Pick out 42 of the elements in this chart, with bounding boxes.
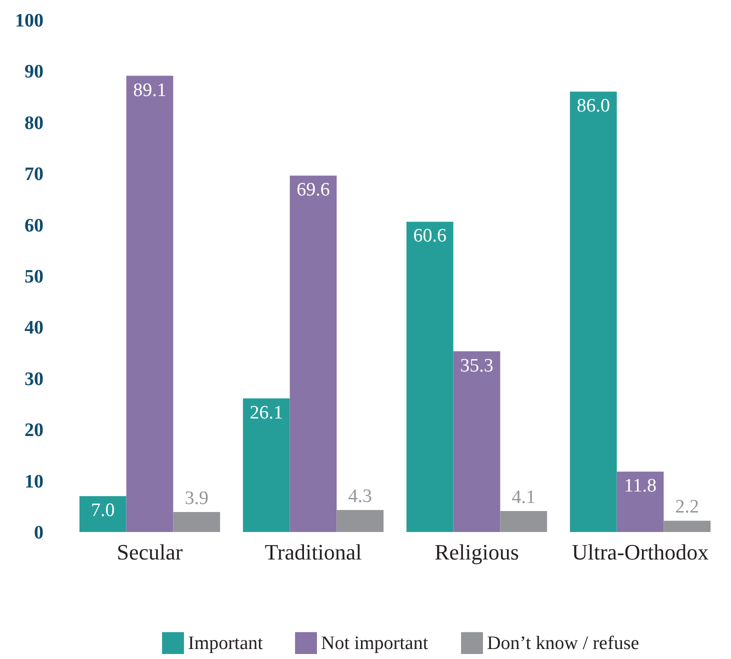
x-tick-label: Religious: [434, 540, 519, 564]
y-tick-label: 60: [24, 215, 44, 236]
bar: [336, 510, 384, 532]
legend-label: Important: [188, 633, 264, 654]
data-label: 11.8: [624, 476, 657, 497]
bar: [126, 76, 174, 532]
data-label: 35.3: [460, 355, 494, 376]
bar: [173, 512, 220, 532]
bar: [453, 351, 500, 532]
y-tick-label: 50: [24, 266, 44, 288]
bar: [290, 176, 337, 532]
y-tick-label: 70: [24, 164, 44, 186]
y-tick-label: 100: [15, 10, 44, 32]
x-tick-label: Traditional: [264, 540, 362, 564]
bar: [616, 472, 664, 532]
data-label: 26.1: [250, 402, 284, 424]
y-tick-label: 20: [24, 420, 44, 442]
data-label: 89.1: [133, 80, 166, 101]
y-tick-label: 30: [24, 368, 44, 390]
x-tick-label: Secular: [116, 540, 184, 564]
bar: [500, 511, 548, 532]
data-label: 3.9: [184, 488, 208, 510]
data-label: 4.1: [512, 487, 536, 508]
y-tick-label: 0: [34, 522, 44, 544]
x-tick-label: Ultra-Orthodox: [572, 540, 709, 564]
bar: [79, 496, 126, 532]
y-tick-label: 40: [24, 318, 44, 339]
data-label: 60.6: [413, 226, 447, 247]
legend-label: Don’t know / refuse: [487, 633, 640, 654]
bar: [242, 398, 290, 532]
bar: [570, 92, 617, 532]
bar: [406, 222, 454, 532]
data-label: 7.0: [91, 500, 115, 522]
y-tick-label: 80: [24, 112, 44, 134]
y-tick-label: 10: [24, 471, 44, 492]
data-label: 2.2: [675, 496, 699, 518]
data-label: 86.0: [576, 96, 610, 117]
y-tick-label: 90: [24, 62, 44, 83]
data-label: 4.3: [348, 486, 372, 507]
legend-label: Not important: [321, 633, 429, 654]
bar: [664, 520, 711, 532]
data-label: 69.6: [296, 180, 330, 201]
